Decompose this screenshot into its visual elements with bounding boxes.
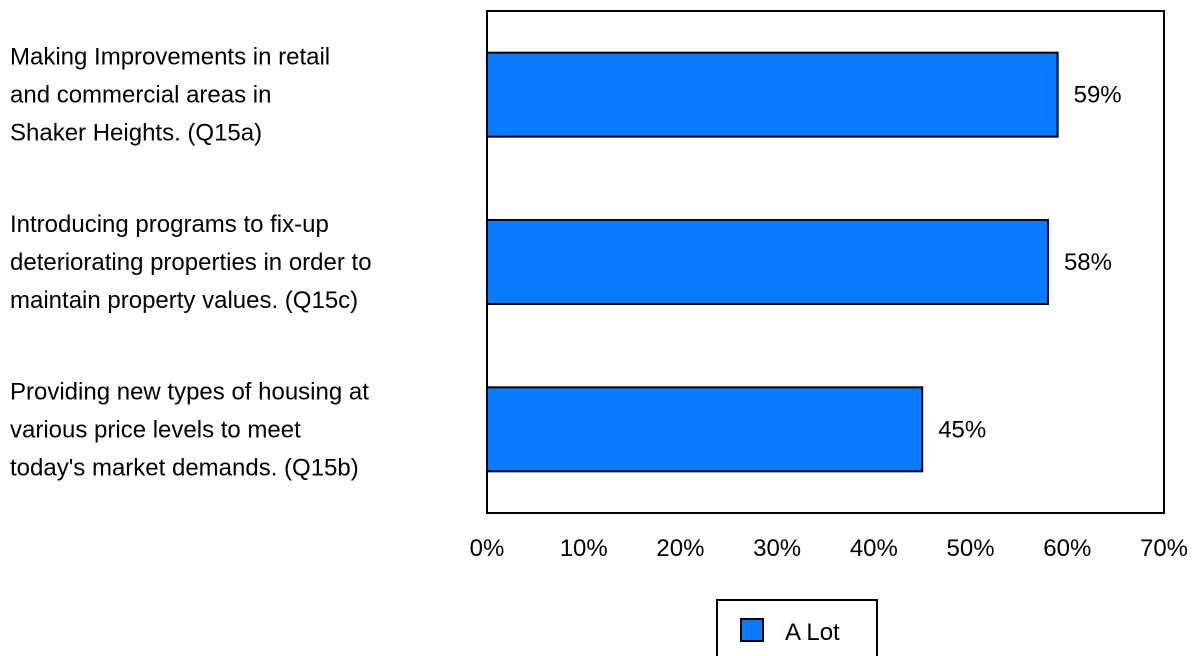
x-tick-label: 50% [947,535,995,562]
x-tick-label: 70% [1140,535,1188,562]
bar-value-label: 58% [1064,249,1112,276]
data-labels: 59% 58% 45% [938,82,1121,444]
bars [486,51,1059,473]
category-labels: Making Improvements in retail and commerc… [10,44,372,482]
bar [486,51,1059,138]
category-label-line: Providing new types of housing at [10,378,369,405]
category-label-line: Introducing programs to fix-up [10,211,329,238]
legend-swatch [740,618,764,642]
x-tick-label: 60% [1043,535,1091,562]
x-tick-label: 30% [753,535,801,562]
legend: A Lot [716,599,878,656]
category-label-line: maintain property values. (Q15c) [10,287,358,314]
x-tick-label: 40% [850,535,898,562]
bar [486,386,924,473]
bar-value-label: 45% [938,416,986,443]
x-tick-label: 0% [470,535,505,562]
x-axis-ticks: 0% 10% 20% 30% 40% 50% 60% 70% [470,535,1188,562]
bar-value-label: 59% [1074,82,1122,109]
x-tick-label: 20% [656,535,704,562]
category-label-line: various price levels to meet [10,416,301,443]
category-label-line: and commercial areas in [10,82,271,109]
x-tick-label: 10% [560,535,608,562]
bar [486,219,1049,305]
category-label-line: deteriorating properties in order to [10,249,372,276]
legend-label: A Lot [785,619,840,646]
category-label-line: today's market demands. (Q15b) [10,454,359,481]
category-label-line: Shaker Heights. (Q15a) [10,120,262,147]
category-label-line: Making Improvements in retail [10,44,330,71]
